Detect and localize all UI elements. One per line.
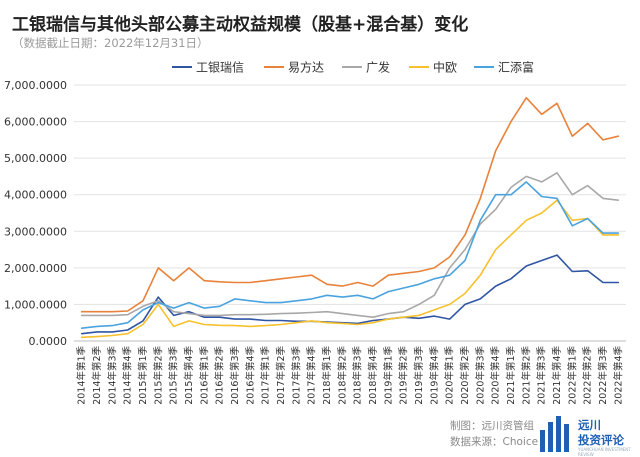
series-line-4 — [80, 199, 620, 339]
x-tick-label: 2017年第4季 — [306, 346, 318, 405]
series-group — [80, 97, 620, 339]
grid-lines — [74, 84, 626, 342]
y-tick-label: 6,000.0000 — [4, 116, 67, 129]
data-source: 数据来源：Choice — [450, 436, 539, 448]
x-tick-label: 2014年第1季 — [76, 346, 88, 405]
legend-label: 易方达 — [288, 60, 324, 75]
x-tick-label: 2021年第4季 — [551, 346, 563, 405]
series-line-5 — [80, 181, 620, 330]
x-tick-label: 2016年第1季 — [198, 346, 210, 405]
legend-label: 中欧 — [433, 60, 457, 75]
x-tick-label: 2022年第4季 — [612, 346, 624, 405]
x-tick-label: 2015年第4季 — [183, 346, 195, 405]
x-tick-label: 2019年第1季 — [382, 346, 394, 405]
footer: 制图：远川资管组 数据来源：Choice — [450, 418, 538, 450]
y-tick-label: 3,000.0000 — [4, 225, 67, 238]
logo-text: 远川 投资评论 — [578, 418, 624, 447]
x-tick-label: 2017年第2季 — [275, 346, 287, 405]
x-tick-label: 2022年第2季 — [582, 346, 594, 405]
x-tick-label: 2022年第3季 — [597, 346, 609, 405]
chart-subtitle: （数据截止日期：2022年12月31日） — [12, 36, 209, 50]
legend: 工银瑞信 易方达 广发 中欧 汇添富 — [172, 60, 534, 75]
x-tick-label: 2015年第2季 — [152, 346, 164, 405]
x-tick-label: 2017年第1季 — [260, 346, 272, 405]
maker-credit: 制图：远川资管组 — [450, 420, 534, 432]
x-tick-label: 2014年第3季 — [106, 346, 118, 405]
y-axis: 0.0000 1,000.0000 2,000.0000 3,000.0000 4,00… — [4, 79, 67, 348]
y-tick-label: 0.0000 — [29, 335, 68, 348]
legend-label: 广发 — [366, 60, 390, 75]
x-tick-label: 2021年第3季 — [536, 346, 548, 405]
y-tick-label: 1,000.0000 — [4, 298, 67, 311]
x-tick-label: 2021年第2季 — [520, 346, 532, 405]
series-line-2 — [80, 97, 620, 313]
x-tick-label: 2018年第2季 — [336, 346, 348, 405]
legend-label: 汇添富 — [498, 60, 534, 75]
x-tick-label: 2021年第1季 — [505, 346, 517, 405]
x-tick-label: 2020年第3季 — [474, 346, 486, 405]
brand-logo: 远川 投资评论 YUANCHUAN INVESTMENT REVIEW — [540, 414, 636, 457]
x-tick-label: 2019年第2季 — [398, 346, 410, 405]
logo-bars-icon — [540, 416, 574, 452]
x-axis: 2014年第1季 2014年第2季 2014年第3季 2014年第4季 2015年第1季… — [76, 346, 625, 405]
x-tick-label: 2016年第2季 — [214, 346, 226, 405]
x-tick-label: 2018年第3季 — [352, 346, 364, 405]
x-tick-label: 2016年第3季 — [229, 346, 241, 405]
series-line-3 — [80, 172, 620, 319]
logo-tagline: YUANCHUAN INVESTMENT REVIEW — [578, 447, 631, 457]
x-tick-label: 2014年第2季 — [91, 346, 103, 405]
x-tick-label: 2014年第4季 — [122, 346, 134, 405]
legend-label: 工银瑞信 — [196, 61, 244, 75]
x-tick-label: 2019年第3季 — [413, 346, 425, 405]
x-tick-label: 2022年第1季 — [566, 346, 578, 405]
x-tick-label: 2020年第2季 — [459, 346, 471, 405]
y-tick-label: 2,000.0000 — [4, 262, 67, 275]
y-tick-label: 4,000.0000 — [4, 189, 67, 202]
x-tick-label: 2015年第1季 — [137, 346, 149, 405]
chart-title: 工银瑞信与其他头部公募主动权益规模（股基+混合基）变化 — [12, 15, 469, 35]
series-line-1 — [80, 254, 620, 335]
x-tick-label: 2019年第4季 — [428, 346, 440, 405]
x-tick-label: 2020年第4季 — [490, 346, 502, 405]
x-tick-label: 2016年第4季 — [244, 346, 256, 405]
y-tick-label: 7,000.0000 — [4, 79, 67, 92]
x-tick-label: 2015年第3季 — [168, 346, 180, 405]
x-tick-label: 2018年第4季 — [367, 346, 379, 405]
x-tick-label: 2020年第1季 — [444, 346, 456, 405]
x-tick-label: 2018年第1季 — [321, 346, 333, 405]
x-tick-label: 2017年第3季 — [290, 346, 302, 405]
y-tick-label: 5,000.0000 — [4, 152, 67, 165]
